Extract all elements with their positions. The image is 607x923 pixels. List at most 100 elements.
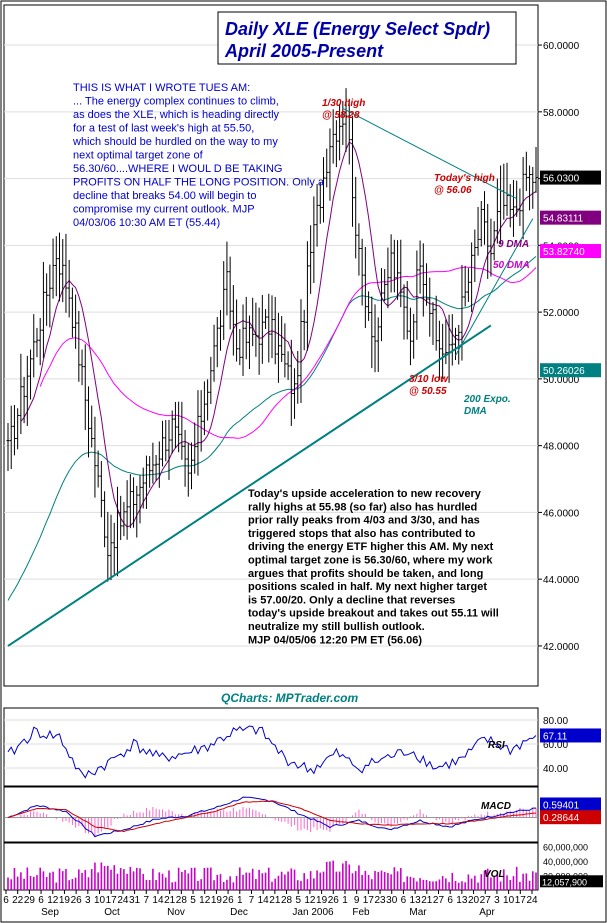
x-day-label: 21: [269, 895, 281, 906]
volume-tick-label: 60,000,000: [543, 843, 588, 853]
text-line: 200 Expo.: [463, 394, 511, 405]
x-month-label: Oct: [104, 907, 120, 918]
macd-plot-border: [3, 786, 539, 843]
text-line: triggered stops that also has contribute…: [248, 528, 476, 540]
x-day-label: 1: [237, 895, 243, 906]
text-line: PROFITS ON HALF THE LONG POSITION. Only …: [73, 177, 325, 189]
volume-label: VOL: [484, 869, 505, 880]
label-9dma: 9 DMA: [498, 239, 529, 250]
text-line: ... The energy complex continues to clim…: [73, 96, 279, 108]
text-line: Today's high: [434, 173, 495, 184]
x-day-label: 17: [363, 895, 375, 906]
price-tag-label: 54.83111: [543, 214, 584, 225]
x-day-label: 13: [410, 895, 422, 906]
x-day-label: 7: [143, 895, 149, 906]
x-day-label: 6: [401, 895, 407, 906]
text-line: prior rally peaks from 4/03 and 3/30, an…: [248, 515, 480, 527]
rsi-tick-label: 80.00: [543, 716, 568, 727]
rsi-tag-label: 67.11: [543, 731, 568, 742]
label-50dma: 50 DMA: [493, 260, 530, 271]
x-day-label: 28: [176, 895, 188, 906]
x-day-label: 14: [258, 895, 270, 906]
y-tick-label: 42.0000: [543, 642, 580, 653]
x-day-label: 13: [456, 895, 468, 906]
annotation-mar-low: 3/10 low @ 50.55: [409, 374, 449, 397]
y-tick-label: 44.0000: [543, 575, 580, 586]
x-month-label: Mar: [409, 907, 427, 918]
text-line: @ 50.55: [409, 386, 447, 397]
x-day-label: 27: [480, 895, 492, 906]
ema200-line: [7, 256, 537, 601]
x-day-label: 17: [515, 895, 527, 906]
text-line: compromise my current outlook. MJP: [73, 204, 255, 216]
x-day-label: 12: [304, 895, 316, 906]
price-tag-bg: [540, 244, 601, 259]
watermark: QCharts: MPTrader.com: [221, 691, 358, 705]
x-month-label: Apr: [479, 907, 495, 918]
text-line: as does the XLE, which is heading direct…: [73, 109, 280, 121]
x-day-label: 7: [249, 895, 255, 906]
volume-plot-border: [3, 842, 539, 891]
x-day-label: 22: [12, 895, 24, 906]
x-day-label: 21: [164, 895, 176, 906]
x-day-label: 29: [24, 895, 36, 906]
rsi-tag-bg: [540, 728, 601, 743]
rsi-label: RSI: [488, 740, 505, 751]
macd-label: MACD: [481, 801, 511, 812]
text-line: @ 56.06: [434, 185, 472, 196]
channel-upper: [342, 108, 517, 200]
y-tick-label: 60.0000: [543, 41, 580, 52]
y-tick-label: 46.0000: [543, 508, 580, 519]
text-line: MJP 04/05/06 12:20 PM ET (56.06): [248, 634, 422, 646]
label-200-expo-dma: 200 Expo. DMA: [463, 394, 511, 417]
rsi-y-axis: 80.00 60.00 40.00 67.11: [540, 716, 601, 775]
x-day-label: 5: [295, 895, 301, 906]
annotation-jan-high: 1/30 high @ 58.28: [322, 98, 365, 121]
x-day-label: 26: [71, 895, 83, 906]
x-day-label: 1: [342, 895, 348, 906]
chart-title: Daily XLE (Energy Select Spdr): [225, 19, 490, 39]
macd-tag-bg: [540, 810, 601, 825]
x-day-label: 26: [328, 895, 340, 906]
x-month-label: Nov: [167, 907, 185, 918]
macd-tag-label: 0.59401: [543, 800, 580, 811]
annotation-today-high: Today's high @ 56.06: [434, 173, 495, 196]
price-tag-bg: [540, 210, 601, 225]
text-line: optimal target zone is 56.30/60, where m…: [248, 555, 493, 567]
volume-tag-bg: [540, 875, 603, 888]
trendlines: [7, 108, 534, 647]
x-day-label: 3: [85, 895, 91, 906]
rsi-line: [7, 725, 537, 779]
x-day-label: 6: [3, 895, 9, 906]
text-line: positions scaled in half. My next higher…: [248, 581, 487, 593]
text-line: DMA: [464, 406, 487, 417]
ma50-line: [39, 266, 537, 439]
x-day-label: 24: [117, 895, 129, 906]
x-day-label: 5: [190, 895, 196, 906]
x-day-label: 10: [94, 895, 106, 906]
macd-tag-label: 0.28644: [543, 813, 580, 824]
text-line: driving the energy ETF higher this AM. M…: [248, 541, 494, 553]
x-day-label: 21: [421, 895, 433, 906]
text-line: for a test of last week's high at 55.50,: [73, 123, 254, 135]
x-day-label: 19: [211, 895, 223, 906]
x-day-label: 23: [374, 895, 386, 906]
x-day-label: 28: [281, 895, 293, 906]
text-line: decline that breaks 54.00 will begin to: [73, 190, 256, 202]
x-day-label: 12: [47, 895, 59, 906]
x-day-label: 6: [38, 895, 44, 906]
text-line: next optimal target zone of: [73, 150, 204, 162]
x-day-label: 9: [354, 895, 360, 906]
text-line: today's upside breakout and takes out 55…: [248, 608, 499, 620]
price-tag-bg: [540, 170, 601, 185]
text-line: Today's upside acceleration to new recov…: [248, 488, 482, 500]
volume-tag-label: 12,057,900: [542, 877, 587, 887]
text-line: 1/30 high: [322, 98, 365, 109]
price-panel: 60.000058.000056.000054.000052.000050.00…: [3, 4, 601, 687]
trendline-lower: [7, 324, 492, 647]
x-day-label: 27: [433, 895, 445, 906]
text-line: @ 58.28: [322, 110, 360, 121]
